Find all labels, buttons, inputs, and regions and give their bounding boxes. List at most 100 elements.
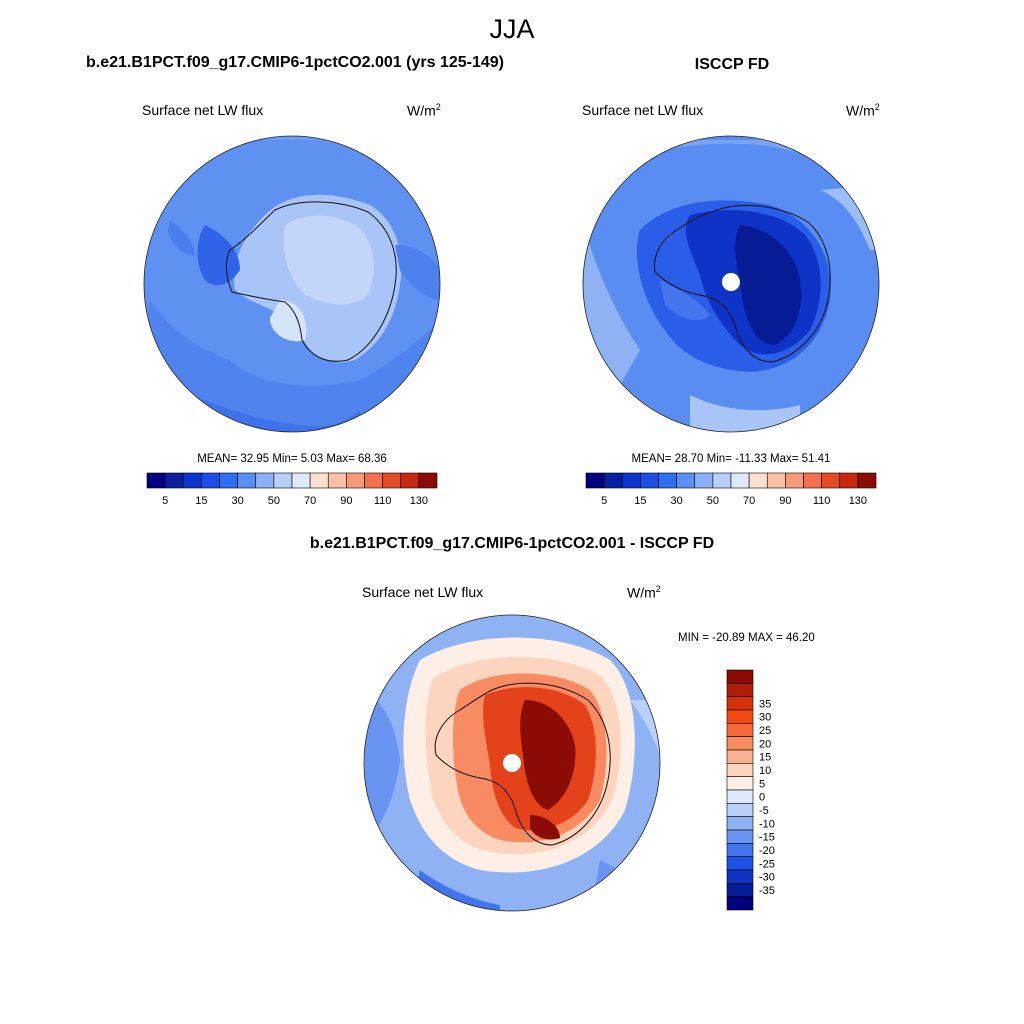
right-colorbar-box [585,472,605,489]
diff-colorbar-tick-label: 20 [759,738,771,750]
diff-panel-title: b.e21.B1PCT.f09_g17.CMIP6-1pctCO2.001 - … [309,535,715,552]
left-map-region [197,225,240,286]
right-panel-title: ISCCP FD [694,56,770,73]
left-colorbar-tick-label: 15 [195,495,207,507]
diff-colorbar-box [726,869,754,884]
left-colorbar-box [364,472,383,489]
diff-colorbar-tick-label: -35 [759,885,775,897]
diff-colorbar-box [726,803,754,817]
left-colorbar-box [273,472,293,489]
right-colorbar-box [803,472,822,489]
right-colorbar-box [621,472,641,489]
right-map-pole-hole [722,273,740,291]
left-colorbar-box [400,472,420,489]
diff-colorbar-tick-label: -25 [759,858,775,870]
right-colorbar-box [857,472,877,489]
diff-map-region [530,815,560,840]
left-colorbar-box [291,472,311,489]
diff-colorbar-tick-label: -20 [759,845,775,857]
right-colorbar-box [766,472,786,489]
diff-map [363,614,661,912]
left-colorbar-box [182,472,202,489]
right-colorbar-box [785,472,804,489]
diff-colorbar-box [726,843,754,857]
right-colorbar-box [603,472,623,489]
diff-colorbar-box [726,696,754,711]
left-colorbar-box [237,472,257,489]
left-units-label: W/m2 [407,102,441,119]
left-colorbar-box [382,472,402,489]
diff-colorbar-box [726,856,754,871]
diff-colorbar-box [726,736,754,751]
diff-map-border [363,614,661,912]
right-colorbar-tick-label: 130 [849,495,867,507]
right-map-coastline [653,204,831,363]
diff-colorbar-tick-label: -15 [759,832,775,844]
diff-variable-label: Surface net LW flux [362,584,484,600]
right-colorbar-box [748,472,768,489]
right-colorbar-box [712,472,732,489]
diff-map-region [590,860,650,911]
right-colorbar-box [640,472,659,489]
diff-colorbar-box [726,776,754,791]
left-colorbar-tick-label: 90 [340,495,352,507]
diff-colorbar-box [726,816,754,831]
right-colorbar-tick-label: 50 [707,495,719,507]
right-colorbar-tick-label: 30 [671,495,683,507]
left-colorbar-box [201,472,220,489]
right-colorbar-box [839,472,859,489]
right-units-label: W/m2 [846,102,880,119]
right-colorbar-box [730,472,750,489]
diff-colorbar-box [726,669,754,684]
left-colorbar-tick-label: 30 [232,495,244,507]
diff-colorbar-box [726,883,754,897]
right-colorbar-box [676,472,696,489]
diff-colorbar-tick-label: 0 [759,792,765,804]
diff-colorbar-box [726,789,754,804]
left-colorbar-box [219,472,238,489]
left-map-region [395,245,440,300]
left-colorbar-tick-label: 130 [410,495,428,507]
left-panel-title: b.e21.B1PCT.f09_g17.CMIP6-1pctCO2.001 (y… [86,54,504,71]
right-colorbar-tick-label: 5 [601,495,607,507]
diff-colorbar-tick-label: -5 [759,805,769,817]
right-colorbar-box [821,472,841,489]
left-variable-label: Surface net LW flux [142,102,264,118]
diff-map-region [365,690,400,840]
figure-title: JJA [489,14,535,44]
right-map-region [660,280,710,321]
diff-colorbar-tick-label: 35 [759,698,771,710]
left-colorbar-box [418,472,438,489]
diff-map-pole-hole [503,754,521,772]
left-colorbar-box [255,472,275,489]
right-colorbar-tick-label: 70 [743,495,755,507]
left-colorbar-tick-label: 5 [162,495,168,507]
diff-colorbar-box [726,683,754,697]
right-colorbar-tick-label: 110 [813,495,831,507]
right-colorbar-box [694,472,714,489]
diff-colorbar-box [726,896,754,911]
left-map-border [143,135,441,433]
diff-units-label: W/m2 [627,584,661,601]
diff-colorbar-box [726,763,754,777]
left-colorbar: 5 15 30 50 70 90 110 130 [146,472,438,507]
right-map-border [582,135,880,433]
diff-map-coastline [434,682,611,846]
left-colorbar-box [327,472,347,489]
left-colorbar-tick-label: 110 [374,495,392,507]
diff-colorbar-tick-label: -10 [759,818,775,830]
left-colorbar-tick-label: 50 [268,495,280,507]
right-colorbar: 5 15 30 50 70 90 110 130 [585,472,877,507]
diff-colorbar-tick-label: 25 [759,725,771,737]
left-map-region [283,215,374,305]
left-map-region [168,220,195,256]
diff-stats: MIN = -20.89 MAX = 46.20 [678,632,815,644]
left-map [143,135,441,433]
diff-colorbar-box [726,749,754,764]
diff-colorbar-box [726,829,754,844]
diff-colorbar-box [726,709,754,724]
right-variable-label: Surface net LW flux [582,102,704,118]
left-colorbar-tick-label: 70 [304,495,316,507]
